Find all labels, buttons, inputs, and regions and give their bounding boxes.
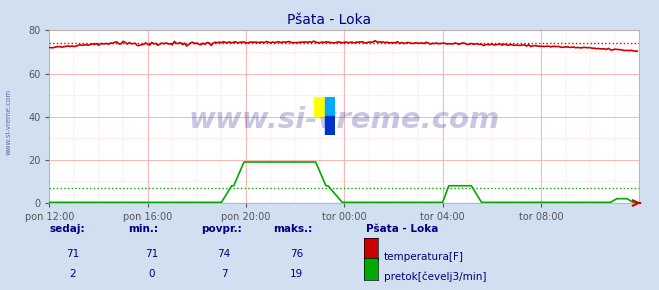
Bar — [325, 97, 335, 116]
Bar — [314, 97, 325, 116]
Text: pretok[čevelj3/min]: pretok[čevelj3/min] — [384, 272, 486, 282]
Text: 19: 19 — [290, 269, 303, 279]
Text: 71: 71 — [145, 249, 158, 259]
Text: maks.:: maks.: — [273, 224, 313, 234]
Text: sedaj:: sedaj: — [49, 224, 85, 234]
Text: Pšata - Loka: Pšata - Loka — [366, 224, 438, 234]
Text: Pšata - Loka: Pšata - Loka — [287, 13, 372, 27]
Text: temperatura[F]: temperatura[F] — [384, 252, 463, 262]
Text: 71: 71 — [66, 249, 79, 259]
Text: 0: 0 — [148, 269, 155, 279]
Text: povpr.:: povpr.: — [201, 224, 242, 234]
Text: min.:: min.: — [129, 224, 159, 234]
Bar — [325, 116, 335, 135]
Text: 76: 76 — [290, 249, 303, 259]
Text: www.si-vreme.com: www.si-vreme.com — [188, 106, 500, 134]
Text: 7: 7 — [221, 269, 227, 279]
Text: 2: 2 — [69, 269, 76, 279]
Text: 74: 74 — [217, 249, 231, 259]
Text: www.si-vreme.com: www.si-vreme.com — [5, 89, 12, 155]
